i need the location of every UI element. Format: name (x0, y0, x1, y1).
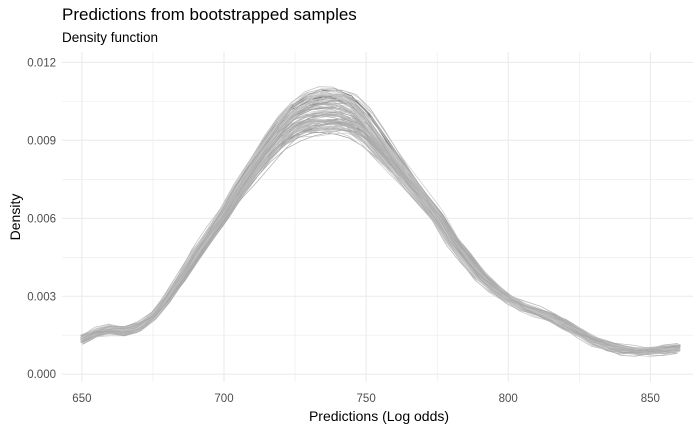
density-curve (81, 131, 679, 351)
y-axis-ticks: 0.000 0.003 0.006 0.009 0.012 (27, 57, 56, 381)
density-curve (80, 86, 678, 352)
y-tick-label: 0.012 (27, 57, 56, 69)
x-tick-label: 750 (357, 393, 376, 405)
x-axis-title: Predictions (Log odds) (309, 408, 449, 424)
y-tick-label: 0.000 (27, 369, 56, 381)
bootstrap-density-curves (80, 86, 681, 358)
density-curve (81, 94, 679, 354)
density-curve (81, 94, 679, 350)
x-axis-ticks: 650 700 750 800 850 (72, 393, 660, 405)
y-tick-label: 0.009 (27, 135, 56, 147)
x-tick-label: 800 (499, 393, 518, 405)
x-tick-label: 650 (72, 393, 91, 405)
density-curve (83, 90, 681, 351)
density-curve (80, 127, 678, 352)
density-curve (80, 126, 678, 354)
y-tick-label: 0.003 (27, 291, 56, 303)
density-curve (82, 89, 680, 355)
density-curve (82, 121, 680, 353)
density-curve (80, 132, 678, 355)
chart-subtitle: Density function (62, 30, 159, 45)
y-axis-title: Density (7, 194, 23, 241)
density-curve (80, 92, 678, 350)
density-curve (81, 129, 679, 351)
x-tick-label: 850 (641, 393, 660, 405)
y-tick-label: 0.006 (27, 213, 56, 225)
chart-title: Predictions from bootstrapped samples (62, 5, 357, 24)
density-curve (82, 129, 680, 351)
density-curve (80, 94, 678, 352)
density-curve (80, 93, 678, 352)
minor-gridlines (62, 52, 693, 382)
x-tick-label: 700 (214, 393, 233, 405)
density-curve (82, 93, 680, 354)
density-curve (81, 93, 679, 352)
